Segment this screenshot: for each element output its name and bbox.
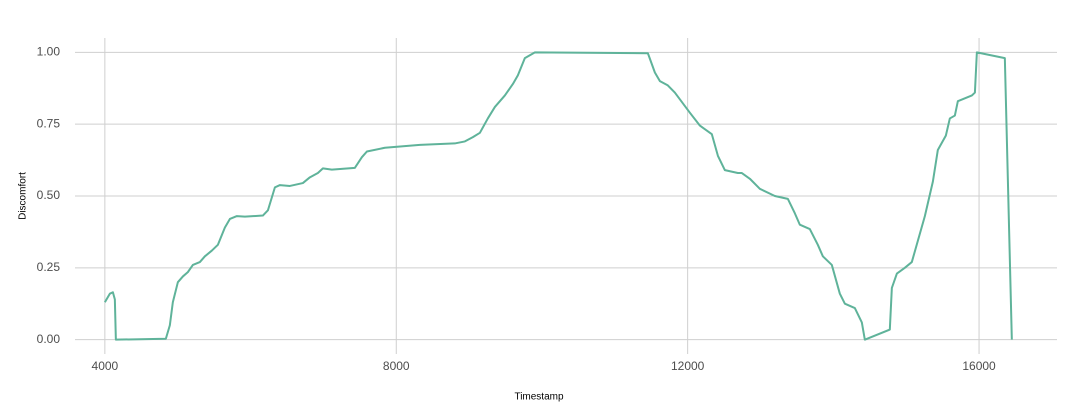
x-tick-label: 8000 [383,359,410,373]
line [104,51,1013,341]
y-tick-label: 0.25 [37,260,61,274]
x-tick-label: 4000 [92,359,119,373]
x-tick-label: 16000 [962,359,996,373]
x-tick-label: 12000 [671,359,705,373]
y-axis-title: Discomfort [18,172,29,220]
y-tick-label: 0.00 [37,332,61,346]
y-tick-label: 0.75 [37,116,61,130]
y-tick-label: 1.00 [37,45,61,59]
x-axis-title: Timestamp [514,392,564,403]
y-tick-label: 0.50 [37,188,61,202]
